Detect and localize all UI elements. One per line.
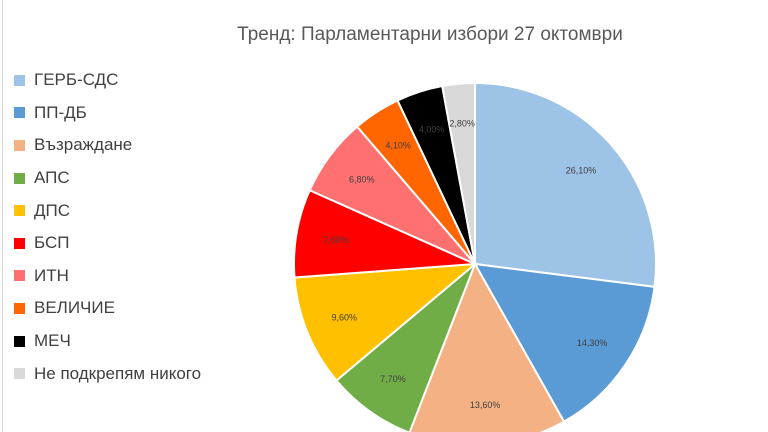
- legend-label: ПП-ДБ: [34, 102, 87, 122]
- legend-label: Не подкрепям никого: [34, 363, 202, 383]
- legend-item: ДПС: [14, 194, 201, 227]
- data-label: 26,10%: [566, 166, 597, 176]
- legend-label: БСП: [34, 233, 70, 253]
- legend-swatch: [14, 139, 25, 151]
- legend-label: ДПС: [34, 200, 71, 220]
- legend-item: ГЕРБ-СДС: [14, 64, 201, 97]
- pie-slice: [293, 262, 479, 382]
- pie-slice: [473, 262, 656, 423]
- chart-title: Тренд: Парламентарни избори 27 октомври: [237, 24, 623, 45]
- chart-frame: [2, 0, 3, 432]
- legend-item: ВЕЛИЧИЕ: [14, 292, 201, 325]
- legend-label: АПС: [34, 168, 70, 188]
- data-label: 4,00%: [419, 125, 445, 135]
- legend-swatch: [14, 335, 25, 347]
- legend-label: МЕЧ: [34, 331, 71, 351]
- legend-label: Възраждане: [34, 135, 133, 155]
- legend: ГЕРБ-СДС ПП-ДБ Възраждане АПС ДПС БСП ИТН ВЕЛИЧ…: [14, 64, 201, 390]
- pie-slice: [335, 263, 476, 432]
- legend-item: МЕЧ: [14, 325, 201, 358]
- legend-label: ГЕРБ-СДС: [34, 70, 119, 90]
- legend-item: Възраждане: [14, 129, 201, 162]
- legend-item: АПС: [14, 162, 201, 195]
- legend-swatch: [14, 368, 25, 380]
- pie-slice: [408, 261, 566, 432]
- data-label: 14,30%: [577, 338, 608, 348]
- pie-slice: [474, 81, 657, 289]
- legend-swatch: [14, 205, 25, 217]
- data-label: 9,60%: [331, 312, 357, 322]
- legend-label: ИТН: [34, 265, 69, 285]
- data-label: 4,10%: [385, 141, 411, 151]
- legend-swatch: [14, 302, 25, 314]
- data-label: 7,60%: [323, 235, 349, 245]
- legend-item: ИТН: [14, 260, 201, 293]
- legend-item: ПП-ДБ: [14, 97, 201, 130]
- legend-swatch: [14, 270, 25, 282]
- legend-swatch: [14, 107, 25, 119]
- data-label: 7,70%: [380, 374, 406, 384]
- data-label: 2,80%: [449, 118, 475, 128]
- legend-item: Не подкрепям никого: [14, 357, 201, 390]
- legend-item: БСП: [14, 227, 201, 260]
- legend-swatch: [14, 237, 25, 249]
- legend-swatch: [14, 74, 25, 86]
- data-label: 13,60%: [470, 400, 501, 410]
- pie-slice: [441, 81, 476, 265]
- data-label: 6,80%: [349, 175, 375, 185]
- legend-label: ВЕЛИЧИЕ: [34, 298, 115, 318]
- legend-swatch: [14, 172, 25, 184]
